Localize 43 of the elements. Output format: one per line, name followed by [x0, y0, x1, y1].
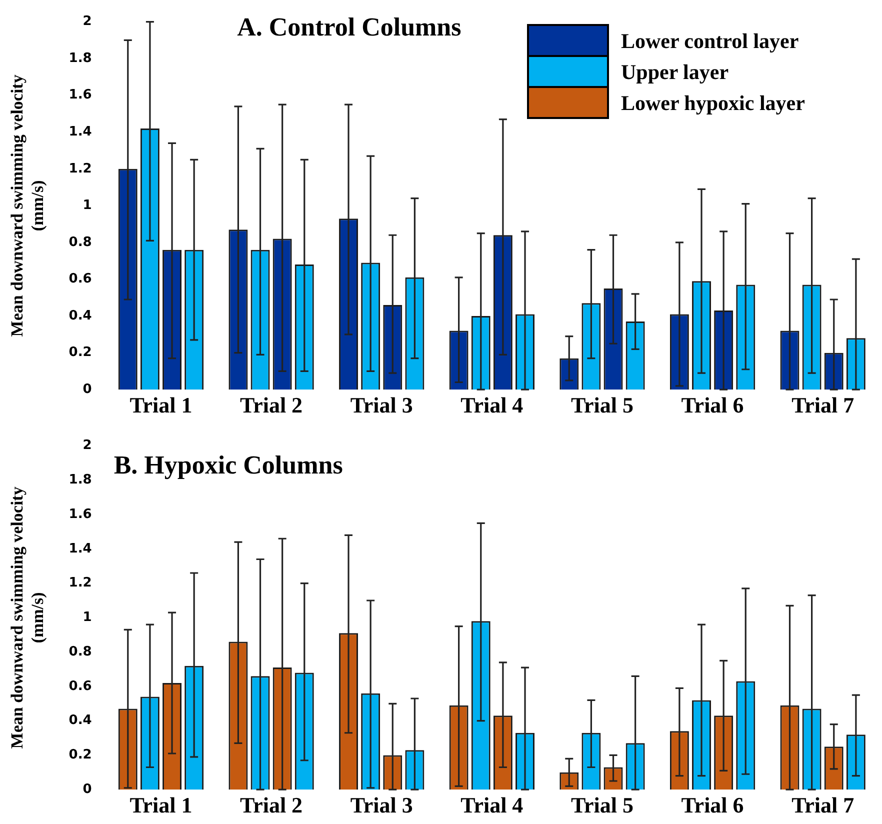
x-tick-label: Trial 5	[570, 792, 634, 818]
x-tick-label: Trial 7	[792, 392, 854, 418]
y-tick-label: 1.8	[68, 472, 92, 488]
x-tick-label: Trial 3	[350, 792, 413, 818]
y-tick-label: 0.4	[68, 308, 92, 324]
x-tick-label: Trial 1	[130, 392, 192, 418]
y-tick-label: 0.4	[68, 713, 92, 728]
y-tick-label: 1	[82, 610, 92, 626]
y-tick-label: 1.4	[68, 124, 92, 140]
legend-label: Lower control layer	[621, 29, 799, 54]
y-tick-label: 0.8	[68, 234, 92, 250]
x-tick-label: Trial 6	[681, 392, 744, 418]
y-tick-label: 2	[82, 438, 92, 454]
x-tick-label: Trial 4	[460, 392, 524, 418]
x-tick-label: Trial 7	[792, 792, 854, 818]
y-tick-label: 1.2	[68, 576, 92, 591]
y-axis-title: Mean downward swimming velocity (mm/s)	[8, 74, 47, 337]
y-tick-label: 0.6	[68, 272, 92, 287]
x-tick-label: Trial 2	[240, 392, 303, 418]
y-tick-label: 1.4	[68, 541, 92, 556]
y-axis-title: Mean downward swimming velocity (mm/s)	[8, 486, 47, 749]
y-tick-label: 0.6	[68, 678, 92, 694]
y-tick-label: 2	[82, 14, 92, 30]
y-tick-label: 1.6	[68, 506, 92, 522]
chart-title: B. Hypoxic Columns	[114, 450, 343, 480]
y-tick-label: 0	[82, 382, 92, 397]
y-tick-label: 0.2	[68, 345, 92, 360]
x-tick-label: Trial 3	[350, 392, 413, 418]
legend-label: Upper layer	[621, 60, 729, 85]
y-tick-label: 1.8	[68, 50, 92, 66]
x-tick-label: Trial 4	[460, 792, 524, 818]
chart-title: A. Control Columns	[237, 12, 462, 42]
y-tick-label: 1.6	[68, 88, 92, 103]
x-tick-label: Trial 6	[681, 792, 744, 818]
x-tick-label: Trial 1	[130, 792, 192, 818]
x-tick-label: Trial 2	[240, 792, 303, 818]
y-tick-label: 0.2	[68, 748, 92, 763]
legend-label: Lower hypoxic layer	[621, 91, 805, 116]
y-tick-label: 0	[82, 782, 92, 797]
x-tick-label: Trial 5	[570, 392, 634, 418]
y-tick-label: 0.8	[68, 644, 92, 660]
y-tick-label: 1.2	[68, 161, 92, 176]
y-tick-label: 1	[82, 198, 92, 214]
